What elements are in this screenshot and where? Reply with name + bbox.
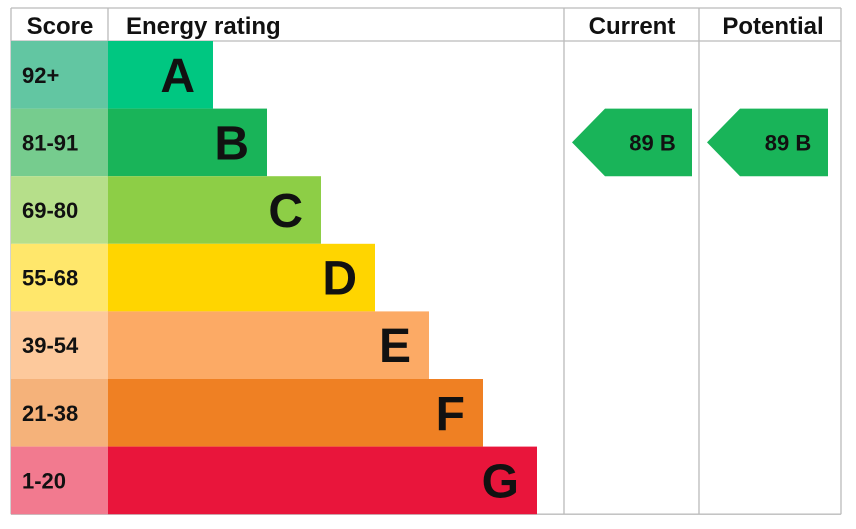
score-cell-E bbox=[11, 311, 108, 379]
potential-arrow bbox=[707, 108, 828, 177]
band-letter-A: A bbox=[160, 50, 195, 103]
current-rating-label: 89 B bbox=[629, 130, 675, 155]
band-letter-G: G bbox=[482, 455, 519, 508]
score-label-B: 81-91 bbox=[22, 130, 78, 155]
score-label-C: 69-80 bbox=[22, 198, 78, 223]
rating-arrows: 89 B 89 B bbox=[572, 108, 828, 177]
header-potential: Potential bbox=[722, 13, 823, 40]
score-label-F: 21-38 bbox=[22, 401, 78, 426]
potential-rating-label: 89 B bbox=[765, 130, 811, 155]
score-label-E: 39-54 bbox=[22, 333, 79, 358]
band-bar-C bbox=[108, 176, 321, 244]
score-cell-F bbox=[11, 379, 108, 447]
band-letter-D: D bbox=[322, 253, 357, 306]
band-bar-F bbox=[108, 379, 483, 447]
score-cell-G bbox=[11, 446, 108, 515]
band-bar-E bbox=[108, 311, 429, 379]
score-cell-C bbox=[11, 176, 108, 244]
score-cell-A bbox=[11, 41, 108, 109]
band-letter-F: F bbox=[436, 388, 465, 441]
score-label-A: 92+ bbox=[22, 63, 59, 88]
header-current: Current bbox=[589, 13, 676, 40]
band-bar-G bbox=[108, 446, 537, 515]
band-bar-B bbox=[108, 108, 267, 177]
header-score: Score bbox=[27, 13, 94, 40]
header-energy-rating: Energy rating bbox=[126, 13, 281, 40]
score-cell-D bbox=[11, 243, 108, 312]
band-bar-A bbox=[108, 41, 213, 109]
band-letter-E: E bbox=[379, 320, 411, 373]
current-arrow bbox=[572, 108, 692, 177]
score-label-G: 1-20 bbox=[22, 468, 66, 493]
band-letter-B: B bbox=[214, 117, 249, 170]
rating-bands: 92+ A 81-91 B 69-80 C 55-68 D 39-54 E 21-38 F 1-20 G bbox=[11, 41, 537, 515]
band-letter-C: C bbox=[268, 185, 303, 238]
score-cell-B bbox=[11, 108, 108, 177]
score-label-D: 55-68 bbox=[22, 266, 78, 291]
band-bar-D bbox=[108, 243, 375, 312]
